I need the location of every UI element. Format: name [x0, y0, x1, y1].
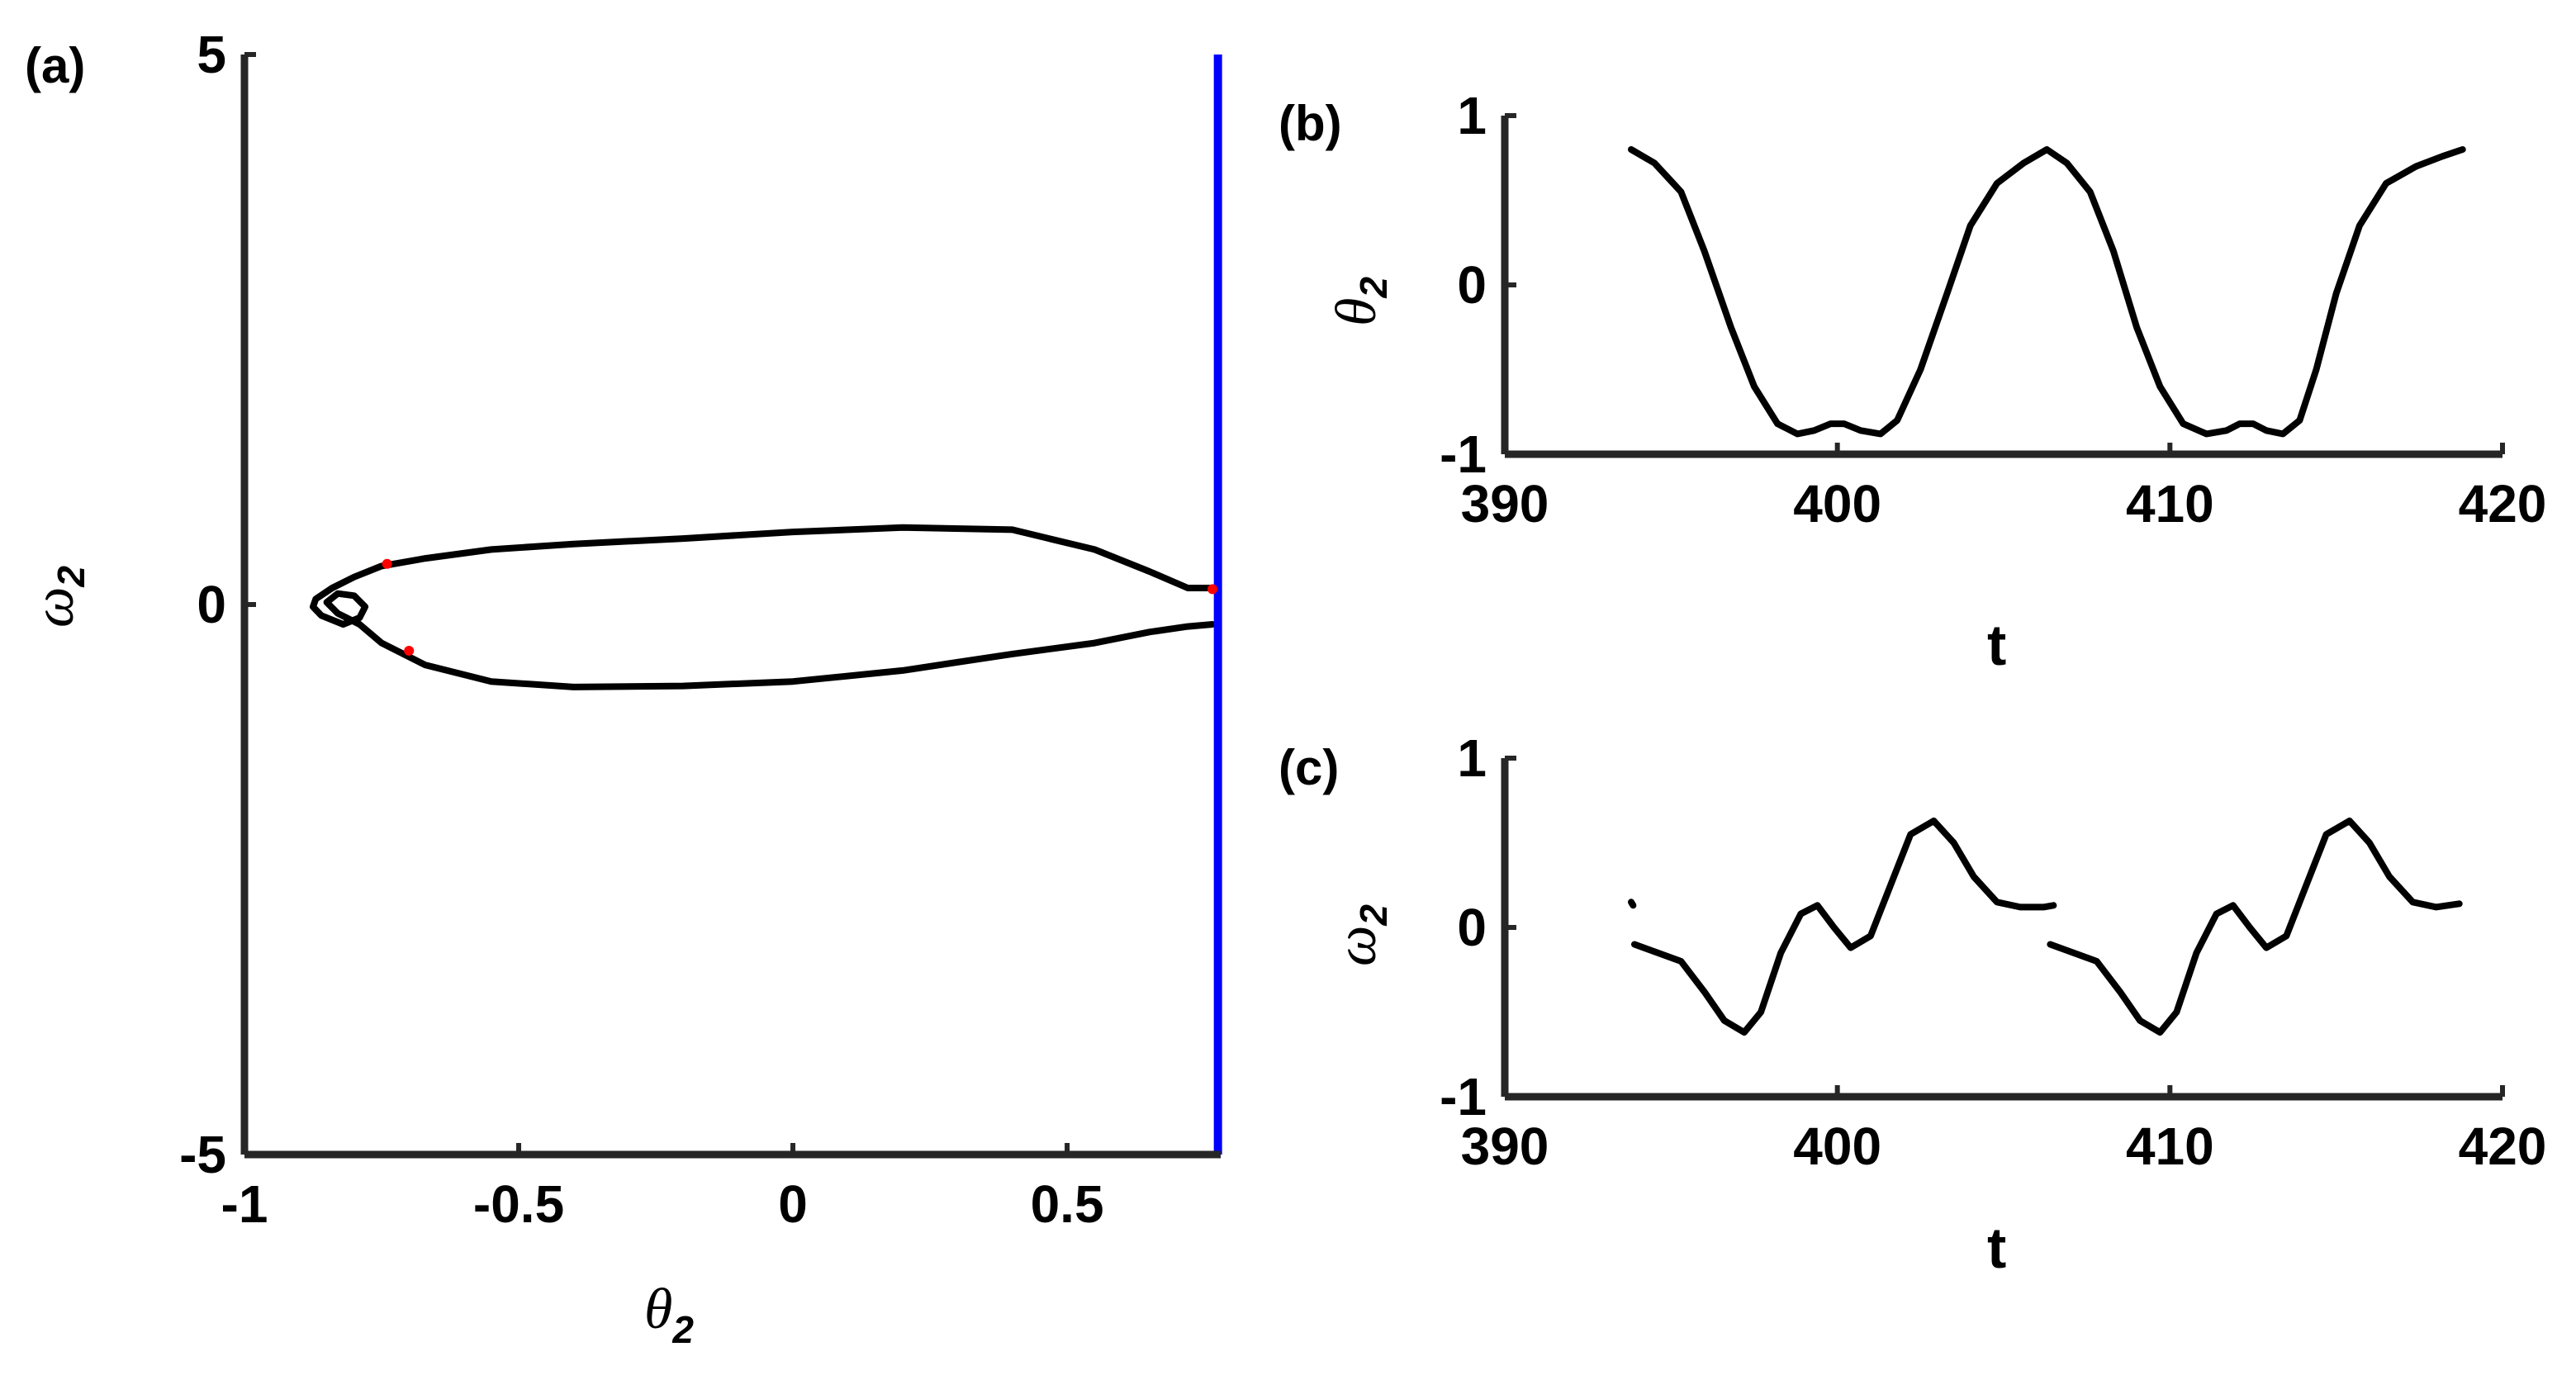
panel-a-xlabel-main: θ	[644, 1278, 672, 1341]
panel-c: (c) 390 400 410 420 -1 0 1 ω2 t	[1279, 728, 2546, 1280]
panel-c-x-tick-label: 420	[2459, 1117, 2547, 1176]
panel-c-x-tick-label: 400	[1793, 1117, 1881, 1176]
panel-c-ylabel: ω2	[1325, 904, 1395, 966]
panel-b-y-tick-label: -1	[1440, 424, 1487, 484]
panel-a-plot	[310, 55, 1222, 1155]
panel-a-xlabel-sub: 2	[671, 1308, 694, 1351]
panel-b-y-tick-label: 0	[1457, 255, 1487, 315]
panel-b-plot	[1628, 146, 2466, 438]
red-marker	[382, 558, 392, 569]
panel-a-ylabel: ω2	[22, 566, 93, 628]
panel-a-ylabel-main: ω	[22, 587, 86, 628]
panel-c-ylabel-main: ω	[1325, 926, 1388, 966]
panel-a-y-tick-label: -5	[179, 1125, 226, 1184]
panel-c-label: (c)	[1279, 740, 1339, 795]
panel-c-y-tick-label: 1	[1457, 728, 1487, 788]
phase-orbit-line	[310, 524, 1216, 690]
panel-b-ylabel-sub: 2	[1352, 277, 1395, 299]
panel-b-ylabel-main: θ	[1325, 298, 1388, 326]
panel-a-y-tick-label: 5	[197, 25, 226, 84]
omega2-series-segment-2	[1631, 817, 2057, 1036]
panel-c-axes	[1501, 758, 2502, 1101]
panel-a-ticks: -1 -0.5 0 0.5 -5 0 5	[179, 25, 1103, 1234]
panel-c-x-tick-label: 410	[2126, 1117, 2214, 1176]
omega2-series-segment-3	[2047, 817, 2463, 1036]
panel-b-xlabel: t	[1987, 613, 2006, 677]
panel-a-y-tick-label: 0	[197, 575, 226, 634]
panel-c-xlabel: t	[1987, 1216, 2006, 1280]
panel-b-label: (b)	[1279, 96, 1342, 151]
panel-a-x-tick-label: -0.5	[473, 1174, 564, 1234]
panel-a-axes	[240, 55, 1221, 1159]
panel-a-label: (a)	[25, 38, 85, 93]
panel-b-x-tick-label: 400	[1793, 474, 1881, 534]
theta2-series-line	[1628, 146, 2466, 438]
panel-b: (b) 390 400 410 420 -1 0 1 θ2 t	[1279, 86, 2546, 677]
panel-b-x-tick-label: 420	[2459, 474, 2547, 534]
panel-a-x-tick-label: -1	[221, 1174, 268, 1234]
panel-b-ylabel: θ2	[1325, 277, 1395, 326]
panel-a: (a) -1 -0.5 0 0.5-505 ω2 θ2	[22, 25, 1222, 1351]
panel-c-plot	[1628, 817, 2463, 1036]
red-marker	[1207, 584, 1218, 595]
panel-b-x-tick-label: 410	[2126, 474, 2214, 534]
panel-c-y-tick-label: 0	[1457, 898, 1487, 957]
panel-a-x-tick-label: 0.5	[1031, 1174, 1104, 1234]
panel-c-x-tick-label: 390	[1461, 1117, 1549, 1176]
omega2-series-segment-1	[1628, 899, 1637, 909]
panel-c-ticks: 390 400 410 420 -1 0 1	[1440, 728, 2546, 1176]
panel-a-x-tick-label: 0	[778, 1174, 808, 1234]
panel-b-y-tick-label: 1	[1457, 86, 1487, 145]
red-marker	[404, 645, 415, 656]
panel-c-ylabel-sub: 2	[1352, 904, 1395, 927]
panel-a-xlabel: θ2	[644, 1278, 694, 1351]
panel-b-ticks: 390 400 410 420 -1 0 1	[1440, 86, 2546, 534]
panel-a-ylabel-sub: 2	[50, 566, 93, 588]
panel-b-x-tick-label: 390	[1461, 474, 1549, 534]
panel-c-y-tick-label: -1	[1440, 1067, 1487, 1126]
